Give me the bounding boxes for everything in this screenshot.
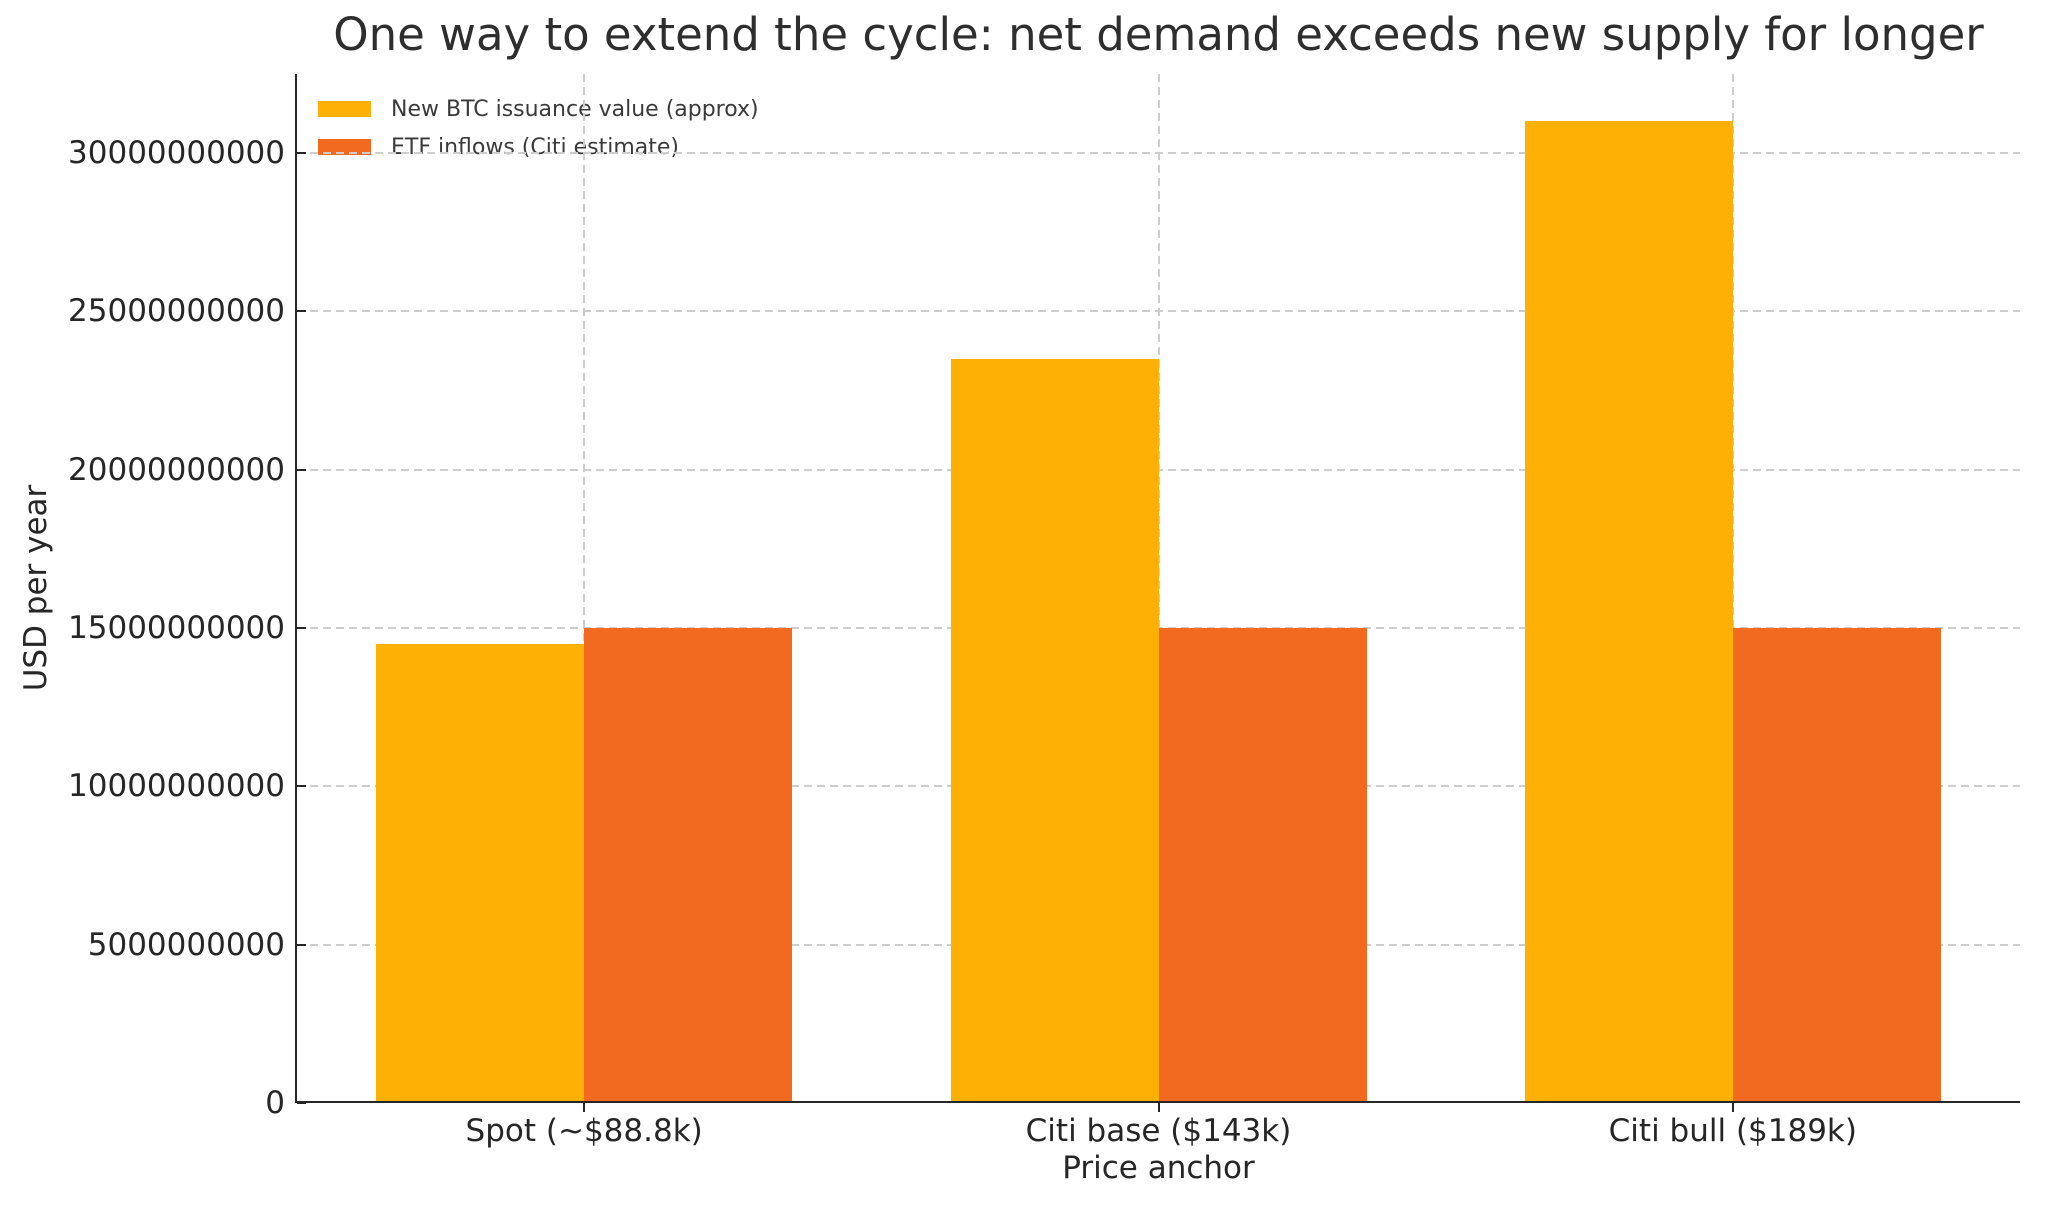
- bar-new-btc-issuance: [950, 358, 1159, 1103]
- x-axis-label: Price anchor: [1062, 1150, 1255, 1186]
- y-tick-mark: [297, 152, 306, 155]
- bar-new-btc-issuance: [1524, 121, 1733, 1103]
- x-axis-spine: [295, 1101, 2020, 1103]
- legend-swatch-new-btc-issuance: [318, 101, 371, 117]
- x-tick-label: Spot (~$88.8k): [465, 1113, 703, 1149]
- x-tick-mark: [1157, 1103, 1160, 1112]
- y-tick-label: 30000000000: [68, 135, 285, 172]
- legend-item-label: New BTC issuance value (approx): [391, 96, 759, 122]
- legend-swatch-etf-inflows: [318, 139, 371, 155]
- bar-new-btc-issuance: [376, 643, 585, 1103]
- y-axis-spine: [295, 74, 297, 1103]
- y-tick-label: 10000000000: [68, 768, 285, 805]
- bar-etf-inflows: [584, 628, 793, 1103]
- plot-area: New BTC issuance value (approx) ETF inflo…: [68, 74, 2020, 1149]
- legend-item-label: ETF inflows (Citi estimate): [391, 134, 679, 160]
- bar-etf-inflows: [1158, 628, 1367, 1103]
- y-tick-label: 0: [265, 1085, 285, 1121]
- y-tick-mark: [297, 943, 306, 946]
- y-axis-label: USD per year: [18, 484, 54, 692]
- gridline-vertical: [583, 74, 586, 1103]
- legend: New BTC issuance value (approx) ETF inflo…: [318, 96, 759, 160]
- bar-etf-inflows: [1732, 628, 1941, 1103]
- x-tick-mark: [583, 1103, 586, 1112]
- y-tick-label: 20000000000: [68, 451, 285, 488]
- y-tick-label: 5000000000: [87, 926, 285, 963]
- y-tick-mark: [297, 310, 306, 313]
- x-tick-label: Citi base ($143k): [1025, 1113, 1292, 1149]
- x-tick-label: Citi bull ($189k): [1608, 1113, 1857, 1149]
- y-tick-mark: [297, 627, 306, 630]
- legend-item: New BTC issuance value (approx): [318, 96, 759, 122]
- y-tick-mark: [297, 1102, 306, 1104]
- y-tick-label: 15000000000: [68, 610, 285, 647]
- gridline-vertical: [1157, 74, 1160, 1103]
- gridline-vertical: [1731, 74, 1734, 1103]
- y-tick-mark: [297, 468, 306, 471]
- x-tick-mark: [1731, 1103, 1734, 1112]
- y-tick-label: 25000000000: [68, 293, 285, 330]
- y-tick-mark: [297, 785, 306, 788]
- legend-item: ETF inflows (Citi estimate): [318, 134, 759, 160]
- chart-title: One way to extend the cycle: net demand …: [333, 8, 1984, 61]
